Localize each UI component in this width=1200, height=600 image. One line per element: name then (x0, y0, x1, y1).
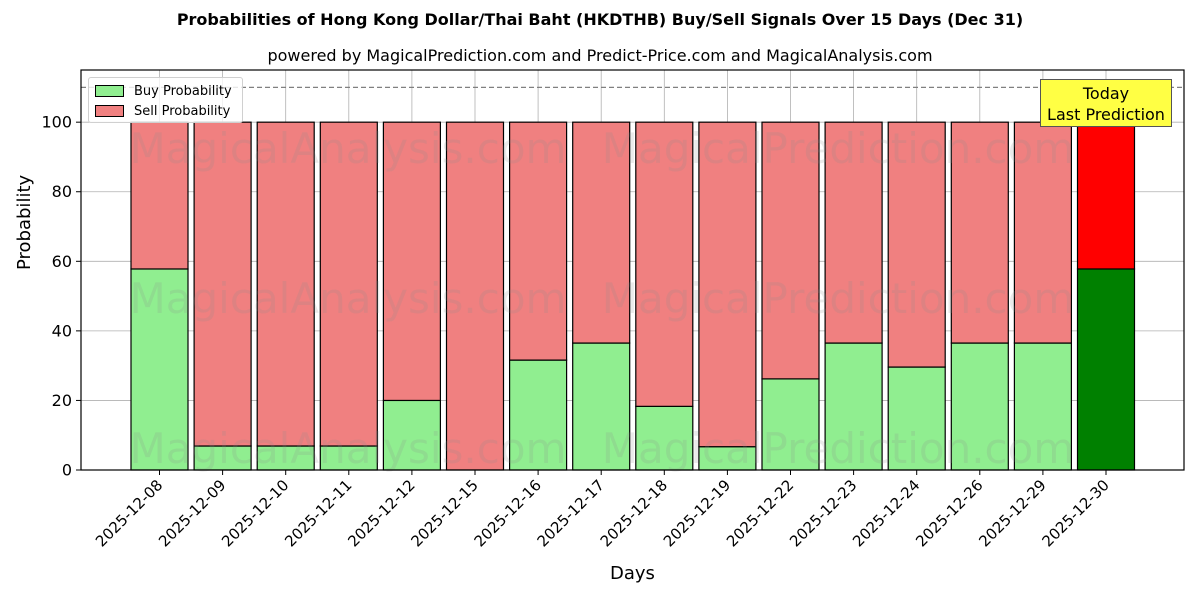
sell-bar (761, 121, 820, 380)
sell-bar (887, 121, 946, 368)
chart-subtitle: powered by MagicalPrediction.com and Pre… (267, 46, 933, 65)
x-tick-label: 2025-12-10 (218, 476, 292, 550)
x-tick-label: 2025-12-22 (723, 476, 797, 550)
buy-bar (572, 342, 631, 471)
legend-buy-label: Buy Probability (134, 83, 232, 99)
watermark-text: MagicalAnalysis.com (130, 424, 567, 473)
x-tick-label: 2025-12-29 (975, 476, 1049, 550)
chart-title: Probabilities of Hong Kong Dollar/Thai B… (176, 10, 1024, 29)
buy-bar (761, 378, 820, 471)
x-axis-ticks: 2025-12-082025-12-092025-12-102025-12-11… (92, 470, 1113, 550)
watermark-text: MagicalPrediction.com (602, 424, 1075, 473)
y-tick-label: 20 (52, 391, 72, 410)
plot-frame (80, 69, 1185, 471)
y-axis-ticks: 0 20 40 60 80 100 (41, 113, 81, 480)
x-tick-label: 2025-12-16 (471, 476, 545, 550)
sell-swatch-icon (95, 105, 124, 117)
sell-bar (1076, 121, 1136, 270)
y-tick-label: 60 (52, 252, 72, 271)
sell-bar (1013, 121, 1073, 344)
sell-bar (950, 121, 1009, 344)
today-annotation-line2: Last Prediction (1047, 105, 1165, 124)
legend-item-buy: Buy Probability (95, 83, 232, 99)
sell-bar (824, 121, 883, 344)
x-axis-label: Days (610, 563, 655, 584)
x-tick-label: 2025-12-17 (534, 476, 608, 550)
buy-swatch-icon (95, 85, 124, 97)
x-tick-label: 2025-12-08 (92, 476, 166, 550)
y-tick-label: 40 (52, 321, 72, 340)
watermark-text: MagicalPrediction.com (602, 274, 1075, 323)
x-tick-label: 2025-12-26 (912, 476, 986, 550)
legend-sell-label: Sell Probability (134, 103, 231, 119)
y-tick-label: 80 (52, 182, 72, 201)
x-tick-label: 2025-12-18 (597, 476, 671, 550)
y-tick-label: 0 (62, 461, 72, 480)
sell-bar (635, 121, 694, 407)
x-tick-label: 2025-12-24 (849, 476, 923, 550)
x-tick-label: 2025-12-23 (786, 476, 860, 550)
watermarks: MagicalAnalysis.com MagicalPrediction.com… (130, 124, 1075, 473)
watermark-text: MagicalAnalysis.com (130, 274, 567, 323)
buy-bar (130, 268, 189, 471)
sell-bar (193, 121, 252, 447)
x-tick-label: 2025-12-09 (155, 476, 229, 550)
sell-bar (382, 121, 441, 402)
sell-bar (445, 121, 505, 471)
today-annotation-line1: Today (1082, 84, 1130, 103)
watermark-text: MagicalPrediction.com (602, 124, 1075, 173)
x-tick-label: 2025-12-11 (281, 476, 355, 550)
y-tick-label: 100 (41, 113, 72, 132)
x-tick-label: 2025-12-19 (660, 476, 734, 550)
y-axis-label: Probability (14, 174, 35, 270)
bars (130, 121, 1136, 471)
x-tick-label: 2025-12-12 (344, 476, 418, 550)
buy-bar (1076, 268, 1136, 471)
sell-bar (256, 121, 315, 447)
x-tick-label: 2025-12-15 (407, 476, 481, 550)
x-tick-label: 2025-12-30 (1038, 476, 1112, 550)
buy-bar (950, 342, 1009, 471)
buy-bar (635, 405, 694, 471)
buy-bar (887, 366, 946, 471)
today-annotation: Today Last Prediction (1040, 79, 1172, 127)
watermark-text: MagicalAnalysis.com (130, 124, 567, 173)
legend: Buy Probability Sell Probability (88, 77, 243, 123)
sell-bar (572, 121, 631, 344)
sell-bar (319, 121, 378, 447)
sell-bar (698, 121, 757, 448)
sell-bar (509, 121, 568, 361)
legend-item-sell: Sell Probability (95, 103, 230, 119)
